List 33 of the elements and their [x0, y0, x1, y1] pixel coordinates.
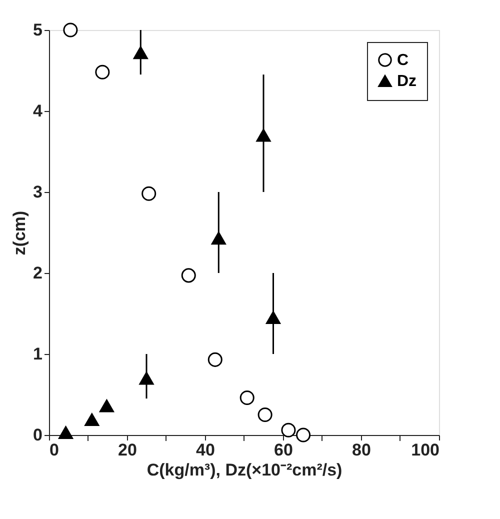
point — [256, 128, 271, 142]
point — [208, 352, 222, 367]
point — [266, 311, 281, 324]
y-tick-label: 1 — [33, 344, 42, 364]
y-tick-label: 3 — [33, 182, 42, 202]
x-tick-label: 80 — [352, 440, 371, 460]
point — [181, 268, 196, 283]
point — [84, 413, 100, 426]
point — [63, 22, 78, 38]
y-tick-label: 5 — [33, 20, 42, 40]
point — [296, 428, 311, 442]
x-tick-label: 100 — [411, 440, 440, 460]
y-tick-label: 2 — [33, 264, 42, 282]
y-tick-label: 0 — [33, 426, 42, 444]
point — [139, 372, 154, 385]
point — [99, 399, 114, 412]
x-tick-label: 40 — [196, 440, 215, 460]
x-tick-label: 0 — [50, 440, 59, 460]
x-tick-label: 20 — [118, 440, 137, 460]
y-axis-title: z(cm) — [10, 210, 30, 256]
point — [211, 232, 226, 245]
point — [142, 186, 156, 201]
legend-label: Dz — [397, 73, 417, 90]
point — [258, 407, 272, 422]
point — [95, 64, 110, 80]
point — [240, 390, 254, 405]
point — [281, 422, 296, 438]
y-tick-label: 4 — [33, 102, 44, 120]
legend-label: C — [397, 52, 409, 69]
x-axis-title: C(kg/m³), Dz(×10⁻²cm²/s) — [146, 460, 342, 480]
point — [133, 46, 148, 60]
x-tick-label: 60 — [274, 440, 293, 460]
point — [58, 426, 74, 439]
